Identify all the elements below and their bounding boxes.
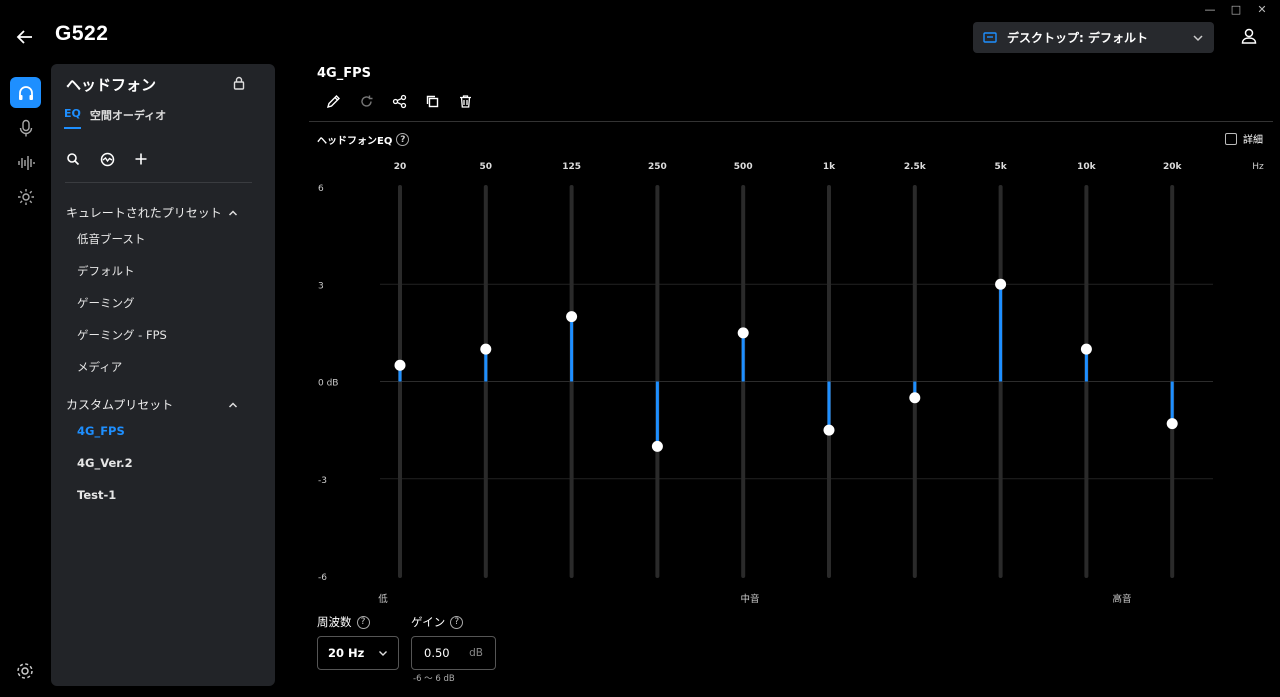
gain-label: ゲイン ? — [411, 614, 464, 630]
curated-presets-label: キュレートされたプリセット — [66, 206, 222, 220]
edit-pencil-icon[interactable] — [325, 93, 342, 110]
frequency-tick-label: 10k — [1077, 162, 1097, 172]
eq-slider-knob[interactable] — [737, 327, 749, 339]
eq-slider-knob[interactable] — [394, 359, 406, 371]
lock-icon[interactable] — [232, 75, 246, 94]
tab-bar: EQ 空間オーディオ — [64, 107, 166, 129]
detail-label: 詳細 — [1243, 135, 1263, 146]
eq-slider-knob[interactable] — [823, 424, 835, 436]
trash-icon[interactable] — [457, 93, 474, 110]
curated-presets-header[interactable]: キュレートされたプリセット — [66, 204, 238, 221]
maximize-button[interactable]: □ — [1230, 3, 1242, 16]
gain-label-text: ゲイン — [411, 615, 446, 629]
back-arrow-icon[interactable] — [14, 26, 36, 48]
eq-slider-knob[interactable] — [1080, 343, 1092, 355]
settings-gear-icon[interactable] — [14, 660, 36, 682]
frequency-label-text: 周波数 — [317, 615, 352, 629]
window-controls: — □ ✕ — [1204, 3, 1268, 16]
unit-label: Hz — [1252, 162, 1264, 172]
eq-slider-knob[interactable] — [480, 343, 492, 355]
gain-unit: dB — [469, 647, 483, 659]
eq-slider-knob[interactable] — [651, 440, 663, 452]
tab-eq[interactable]: EQ — [64, 107, 81, 129]
preset-item-test-1[interactable]: Test-1 — [77, 488, 117, 502]
frequency-tick-label: 20k — [1163, 162, 1183, 172]
duplicate-icon[interactable] — [424, 93, 441, 110]
help-icon[interactable]: ? — [450, 615, 464, 629]
search-icon[interactable] — [65, 151, 81, 167]
y-tick-label: 0 dB — [318, 379, 338, 389]
share-icon[interactable] — [391, 93, 408, 110]
frequency-select[interactable]: 20 Hz — [317, 636, 399, 670]
frequency-tick-label: 500 — [734, 162, 753, 172]
audio-wave-icon[interactable] — [10, 147, 41, 178]
frequency-tick-label: 1k — [823, 162, 836, 172]
frequency-label: 周波数 ? — [317, 614, 370, 630]
panel-title: ヘッドフォン — [66, 76, 157, 94]
preset-item-gaming-fps[interactable]: ゲーミング - FPS — [77, 328, 167, 342]
minimize-button[interactable]: — — [1204, 3, 1216, 16]
frequency-tick-label: 250 — [648, 162, 667, 172]
close-button[interactable]: ✕ — [1257, 3, 1267, 16]
frequency-value: 20 Hz — [328, 646, 365, 660]
frequency-tick-label: 20 — [394, 162, 407, 172]
detail-checkbox[interactable]: 詳細 — [1225, 131, 1263, 146]
preset-toolbar — [325, 93, 474, 110]
microphone-icon[interactable] — [10, 112, 41, 143]
eq-label-text: ヘッドフォンEQ — [317, 136, 393, 147]
y-tick-label: 3 — [318, 281, 324, 291]
frequency-tick-label: 5k — [994, 162, 1007, 172]
preset-item-4g-fps[interactable]: 4G_FPS — [77, 424, 125, 438]
checkbox-box[interactable] — [1225, 132, 1237, 145]
y-tick-label: -3 — [318, 476, 327, 486]
reset-icon[interactable] — [358, 93, 375, 110]
eq-slider-knob[interactable] — [995, 278, 1007, 290]
help-icon[interactable]: ? — [396, 133, 410, 146]
y-tick-label: -6 — [318, 573, 327, 583]
profile-label: デスクトップ: デフォルト — [1007, 31, 1148, 45]
custom-presets-header[interactable]: カスタムプリセット — [66, 396, 238, 413]
headphones-icon[interactable] — [10, 77, 41, 108]
profile-dropdown[interactable]: デスクトップ: デフォルト — [973, 22, 1214, 53]
device-title: G522 — [55, 22, 109, 45]
y-tick-label: 6 — [318, 184, 324, 194]
preset-panel: ヘッドフォン EQ 空間オーディオ キュレートされたプリセット 低音ブースト デ… — [51, 64, 275, 686]
custom-presets-label: カスタムプリセット — [66, 398, 174, 412]
band-label: 中音 — [740, 593, 759, 605]
preset-item-4g-ver2[interactable]: 4G_Ver.2 — [77, 456, 133, 470]
eq-slider-knob[interactable] — [566, 311, 578, 323]
frequency-tick-label: 125 — [562, 162, 581, 172]
eq-label: ヘッドフォンEQ ? — [317, 132, 410, 147]
tab-spatial-audio[interactable]: 空間オーディオ — [89, 109, 167, 122]
toolbar-divider — [309, 121, 1273, 122]
eq-slider-knob[interactable] — [1166, 418, 1178, 430]
preset-item-gaming[interactable]: ゲーミング — [77, 296, 135, 310]
eq-chart: 6 3 0 dB -3 -6 20 50 125 250 500 1k 2.5k 5k 10k 20k Hz 低… — [318, 162, 1264, 605]
user-icon[interactable] — [1240, 27, 1258, 45]
band-label: 高音 — [1112, 593, 1131, 605]
preset-item-bass-boost[interactable]: 低音ブースト — [77, 232, 146, 246]
community-icon[interactable] — [99, 151, 115, 167]
help-icon[interactable]: ? — [356, 615, 370, 629]
gain-value: 0.50 — [424, 646, 450, 660]
preset-item-default[interactable]: デフォルト — [77, 264, 135, 278]
gain-range-hint: -6 ～ 6 dB — [413, 674, 455, 684]
lighting-icon[interactable] — [10, 181, 41, 212]
chevron-down-icon — [1193, 34, 1203, 41]
preset-name: 4G_FPS — [317, 66, 371, 81]
preset-tools — [65, 151, 149, 167]
preset-item-media[interactable]: メディア — [77, 360, 123, 374]
chevron-up-icon — [228, 401, 238, 408]
desktop-icon — [983, 31, 997, 43]
gain-input[interactable]: 0.50 dB — [411, 636, 496, 670]
chevron-up-icon — [228, 209, 238, 216]
frequency-tick-label: 2.5k — [904, 162, 927, 172]
frequency-tick-label: 50 — [480, 162, 493, 172]
divider — [65, 182, 252, 183]
eq-slider-knob[interactable] — [909, 392, 921, 404]
band-label: 低 — [378, 593, 388, 605]
chevron-down-icon — [379, 651, 387, 656]
add-icon[interactable] — [133, 151, 149, 167]
